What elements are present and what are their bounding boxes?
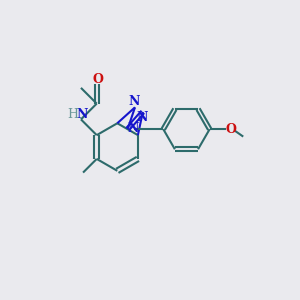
Text: N: N (129, 95, 140, 108)
Text: N: N (76, 107, 88, 121)
Text: O: O (226, 123, 236, 136)
Text: N: N (136, 111, 148, 124)
Text: H: H (68, 108, 79, 122)
Text: N: N (128, 122, 139, 135)
Text: O: O (92, 73, 103, 86)
